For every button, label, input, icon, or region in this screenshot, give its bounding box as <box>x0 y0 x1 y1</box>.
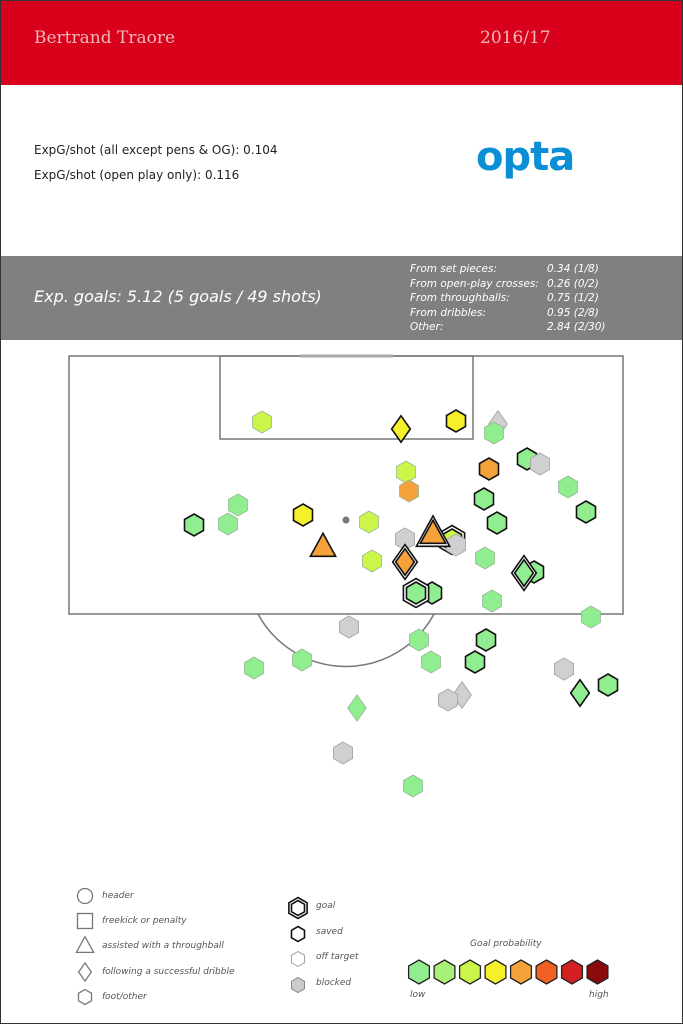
shot-marker-off <box>409 628 429 652</box>
shot-marker-off <box>403 774 423 798</box>
legend-label-saved: saved <box>316 927 343 937</box>
legend-label-foot: foot/other <box>102 992 147 1002</box>
shot-marker-blocked <box>554 657 574 681</box>
shot-markers <box>183 409 619 798</box>
shot-marker-blocked <box>333 741 353 765</box>
legend-label-throughball: assisted with a throughball <box>102 941 224 951</box>
probability-swatch <box>509 959 533 985</box>
title-bar <box>1 1 682 85</box>
shot-marker-saved <box>575 500 597 524</box>
expg-per-shot-all: ExpG/shot (all except pens & OG): 0.104 <box>34 143 278 157</box>
shot-marker-saved <box>183 513 205 537</box>
probability-swatch <box>458 959 482 985</box>
shot-marker-blocked <box>530 452 550 476</box>
probability-swatch <box>586 959 609 985</box>
breakdown-value: 0.75 (1/2) <box>547 292 599 304</box>
shot-marker-saved <box>478 457 500 481</box>
legend-icon-goal <box>290 899 306 917</box>
shot-marker-off <box>475 546 495 570</box>
shot-marker-saved <box>475 628 497 652</box>
shot-marker-saved <box>486 511 508 535</box>
probability-swatch <box>484 959 507 985</box>
penalty-spot <box>342 516 350 524</box>
shot-marker-off <box>399 479 419 503</box>
shot-marker-saved <box>464 650 486 674</box>
opta-logo: opta <box>476 134 575 180</box>
legend-icon-foot <box>77 988 93 1006</box>
breakdown-label: From throughballs: <box>410 292 510 304</box>
shot-marker-off <box>558 475 578 499</box>
legend-probability-title: Goal probability <box>470 939 542 949</box>
shot-marker-goal <box>394 547 416 577</box>
breakdown-label: From set pieces: <box>410 263 498 275</box>
probability-swatch <box>535 959 558 985</box>
shot-marker-goal <box>405 581 427 605</box>
legend-label-blocked: blocked <box>316 978 352 988</box>
breakdown-value: 2.84 (2/30) <box>547 321 606 333</box>
shot-marker-off <box>421 650 441 674</box>
expg-per-shot-open-play: ExpG/shot (open play only): 0.116 <box>34 168 240 182</box>
shot-marker-off <box>228 493 248 517</box>
legend-label-header: header <box>102 891 134 901</box>
shot-marker-saved <box>597 673 619 697</box>
legend-icon-header <box>76 887 94 905</box>
shot-marker-goal <box>418 518 448 545</box>
legend-icon-freekick <box>76 912 94 930</box>
shot-marker-off <box>292 648 312 672</box>
legend-icon-blocked <box>291 976 305 994</box>
legend-probability-low: low <box>410 990 426 1000</box>
breakdown-value: 0.95 (2/8) <box>547 307 599 319</box>
breakdown-label: From dribbles: <box>410 307 486 319</box>
shot-marker-off <box>396 460 416 484</box>
shot-marker-saved <box>473 487 495 511</box>
shot-marker-saved <box>292 503 314 527</box>
legend-probability-high: high <box>589 990 609 1000</box>
shot-marker-off <box>359 510 379 534</box>
shot-marker-blocked <box>438 688 458 712</box>
breakdown-label: From open-play crosses: <box>410 278 539 290</box>
summary-band <box>1 256 682 340</box>
player-name: Bertrand Traore <box>34 28 176 48</box>
season-label: 2016/17 <box>480 28 551 48</box>
shot-marker-saved <box>390 414 412 444</box>
shot-marker-saved <box>308 531 338 558</box>
legend-shape-icons <box>75 887 95 1006</box>
shot-marker-saved <box>569 678 591 708</box>
breakdown-label: Other: <box>410 321 444 333</box>
legend-outcome-icons <box>288 896 308 994</box>
shot-marker-off <box>484 421 504 445</box>
legend-label-dribble: following a successful dribble <box>102 967 235 977</box>
probability-swatch <box>433 959 456 985</box>
legend-icon-dribble <box>77 961 93 983</box>
shot-marker-off <box>252 410 272 434</box>
shot-marker-off <box>347 694 367 722</box>
legend-label-goal: goal <box>316 901 336 911</box>
breakdown-value: 0.34 (1/8) <box>547 263 599 275</box>
expected-goals-total: Exp. goals: 5.12 (5 goals / 49 shots) <box>34 287 322 306</box>
shot-marker-off <box>244 656 264 680</box>
legend-icon-off <box>291 950 305 968</box>
probability-swatch <box>560 959 584 985</box>
legend-icon-throughball <box>75 935 95 954</box>
shot-marker-off <box>581 605 601 629</box>
legend-icon-saved <box>290 925 306 943</box>
legend-probability-scale <box>407 959 609 985</box>
legend-label-freekick: freekick or penalty <box>102 916 187 926</box>
shot-marker-saved <box>445 409 467 433</box>
shot-marker-off <box>362 549 382 573</box>
shot-marker-off <box>482 589 502 613</box>
shot-marker-blocked <box>339 615 359 639</box>
shot-marker-off <box>218 512 238 536</box>
probability-swatch <box>407 959 431 985</box>
breakdown-value: 0.26 (0/2) <box>547 278 599 290</box>
legend-label-off-target: off target <box>316 952 359 962</box>
shot-marker-goal <box>513 558 535 588</box>
